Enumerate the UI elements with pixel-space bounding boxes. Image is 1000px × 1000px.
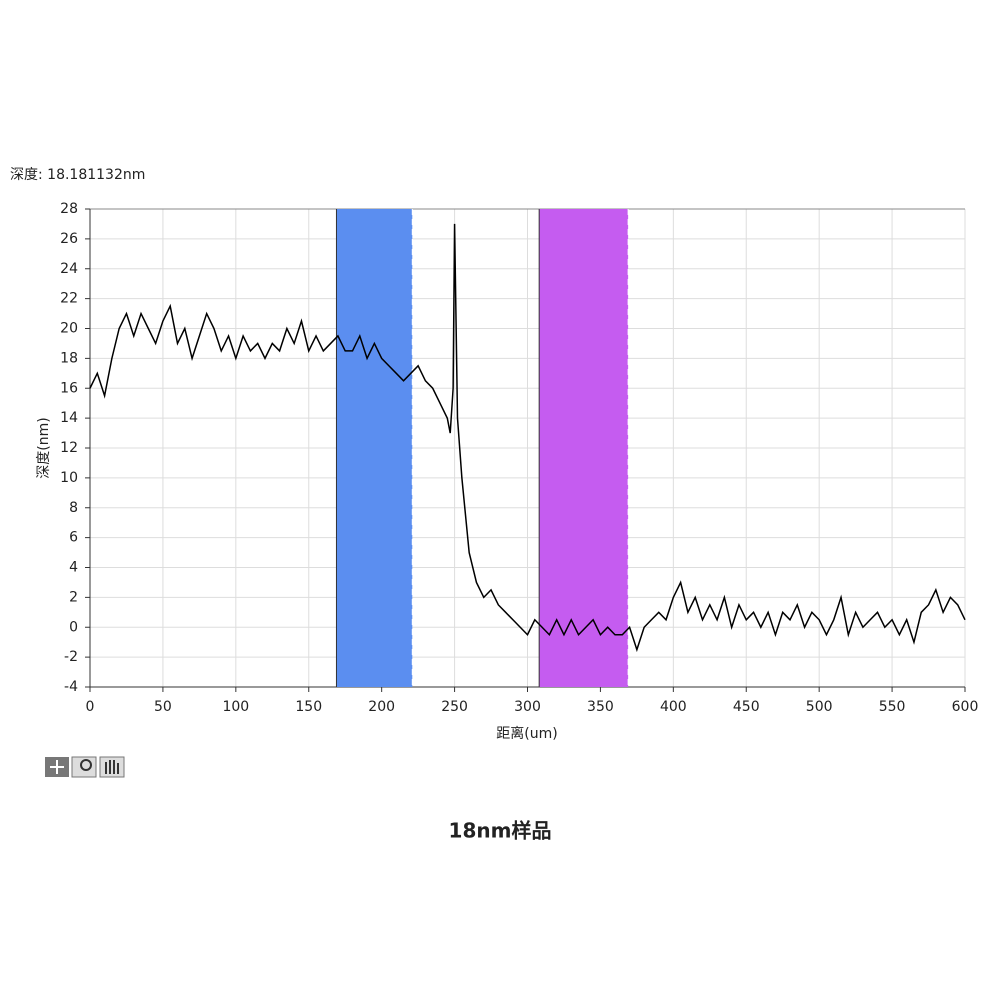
y-tick-label: 10 (60, 470, 78, 486)
x-tick-label: 400 (660, 699, 687, 715)
x-tick-label: 250 (441, 699, 468, 715)
y-axis-label: 深度(nm) (36, 417, 52, 478)
readout: 深度: 18.181132nm (10, 167, 145, 183)
profile-line (89, 223, 966, 653)
pan-tool[interactable] (99, 756, 125, 778)
x-tick-label: 200 (368, 699, 395, 715)
y-tick-label: 20 (60, 321, 78, 337)
selection-region (336, 209, 413, 687)
y-tick-label: 8 (69, 500, 78, 516)
y-tick-label: 2 (69, 589, 78, 605)
x-tick-label: 0 (86, 699, 95, 715)
x-tick-label: 100 (222, 699, 249, 715)
pan-icon (105, 760, 119, 774)
y-tick-label: 18 (60, 350, 78, 366)
caption: 18nm样品 (449, 819, 552, 843)
selection-region (539, 209, 629, 687)
x-tick-label: 550 (879, 699, 906, 715)
zoom-icon (80, 759, 92, 771)
y-tick-label: 28 (60, 201, 78, 217)
y-tick-label: 16 (60, 380, 78, 396)
y-tick-label: 26 (60, 231, 78, 247)
x-axis-label: 距离(um) (496, 725, 557, 742)
y-tick-label: 24 (60, 261, 78, 277)
x-tick-label: 50 (154, 699, 172, 715)
cursor-icon (50, 760, 64, 774)
x-tick-label: 300 (514, 699, 541, 715)
y-tick-label: 0 (69, 619, 78, 635)
y-tick-label: 12 (60, 440, 78, 456)
y-tick-label: 14 (60, 410, 78, 426)
y-tick-label: 4 (69, 560, 78, 576)
y-tick-label: -4 (64, 679, 78, 695)
x-tick-label: 600 (952, 699, 979, 715)
y-tick-label: 6 (69, 530, 78, 546)
toolbar (45, 756, 125, 778)
x-tick-label: 150 (295, 699, 322, 715)
y-tick-label: -2 (64, 649, 78, 665)
x-tick-label: 350 (587, 699, 614, 715)
x-tick-label: 500 (806, 699, 833, 715)
x-tick-label: 450 (733, 699, 760, 715)
y-tick-label: 22 (60, 291, 78, 307)
